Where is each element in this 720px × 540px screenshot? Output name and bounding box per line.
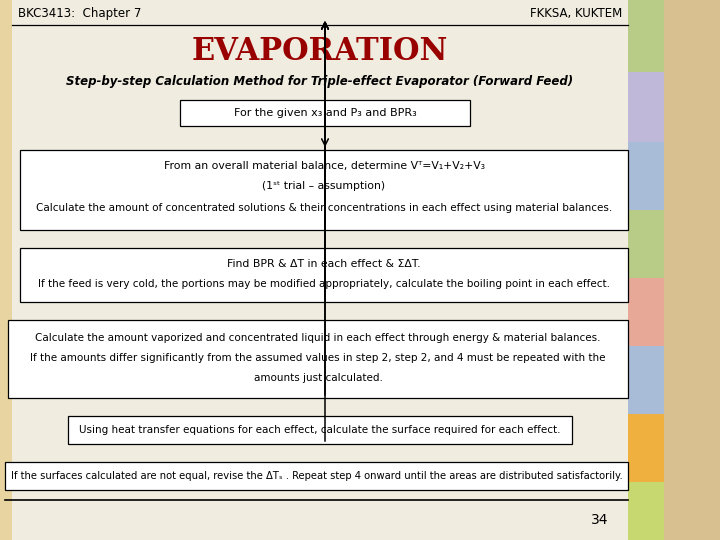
Text: Calculate the amount vaporized and concentrated liquid in each effect through en: Calculate the amount vaporized and conce… <box>35 333 600 343</box>
Bar <box>68 416 572 444</box>
Bar <box>664 414 720 482</box>
Text: Step-by-step Calculation Method for Triple-effect Evaporator (Forward Feed): Step-by-step Calculation Method for Trip… <box>66 76 574 89</box>
Bar <box>664 278 720 346</box>
Text: For the given x₃ and P₃ and BPR₃: For the given x₃ and P₃ and BPR₃ <box>233 108 416 118</box>
Text: If the surfaces calculated are not equal, revise the ΔTₛ . Repeat step 4 onward : If the surfaces calculated are not equal… <box>11 471 622 481</box>
Bar <box>0 0 12 540</box>
Bar <box>664 142 720 210</box>
Text: If the amounts differ significantly from the assumed values in step 2, step 2, a: If the amounts differ significantly from… <box>30 353 606 363</box>
Bar <box>628 278 664 346</box>
Text: EVAPORATION: EVAPORATION <box>192 37 448 68</box>
Text: Calculate the amount of concentrated solutions & their concentrations in each ef: Calculate the amount of concentrated sol… <box>36 203 612 213</box>
Bar <box>628 414 664 482</box>
Bar <box>20 150 628 230</box>
Text: FKKSA, KUKTEM: FKKSA, KUKTEM <box>530 6 622 19</box>
Bar <box>628 0 664 72</box>
Bar <box>20 248 628 302</box>
Bar <box>664 0 720 72</box>
Text: 34: 34 <box>591 513 608 527</box>
Text: (1ˢᵗ trial – assumption): (1ˢᵗ trial – assumption) <box>262 181 386 191</box>
Bar <box>12 0 628 25</box>
Bar <box>664 210 720 278</box>
Text: If the feed is very cold, the portions may be modified appropriately, calculate : If the feed is very cold, the portions m… <box>38 279 610 289</box>
Bar <box>664 482 720 540</box>
Text: Using heat transfer equations for each effect, calculate the surface required fo: Using heat transfer equations for each e… <box>79 425 561 435</box>
Bar <box>664 72 720 142</box>
Bar <box>628 482 664 540</box>
Bar <box>180 100 470 126</box>
Bar <box>5 462 628 490</box>
Bar <box>628 142 664 210</box>
Text: BKC3413:  Chapter 7: BKC3413: Chapter 7 <box>18 6 141 19</box>
Bar <box>664 346 720 414</box>
Bar <box>628 210 664 278</box>
Text: amounts just calculated.: amounts just calculated. <box>253 373 382 383</box>
Bar <box>628 346 664 414</box>
Bar <box>8 320 628 398</box>
Bar <box>628 72 664 142</box>
Text: From an overall material balance, determine Vᵀ=V₁+V₂+V₃: From an overall material balance, determ… <box>163 161 485 171</box>
Text: Find BPR & ΔT in each effect & ΣΔT.: Find BPR & ΔT in each effect & ΣΔT. <box>228 259 420 269</box>
